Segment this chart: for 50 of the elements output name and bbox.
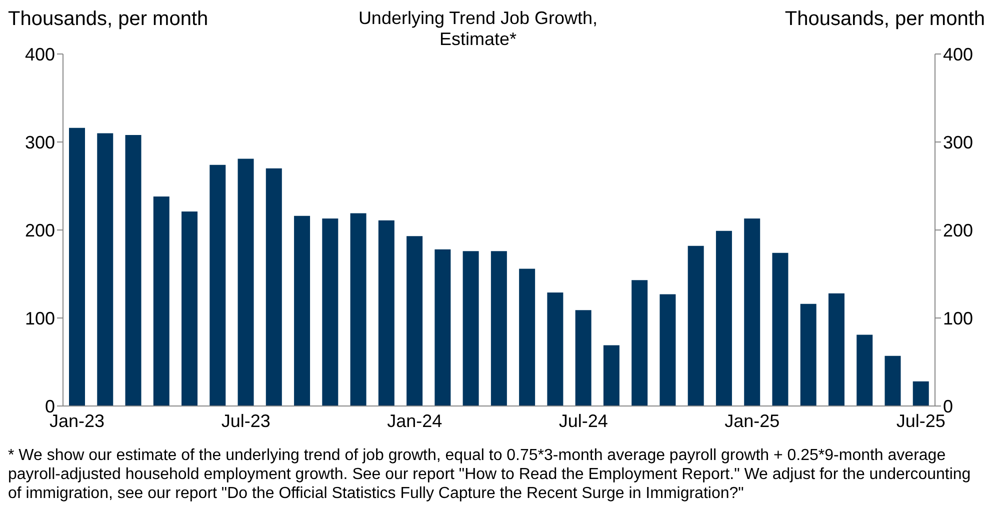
bar [490, 251, 507, 406]
bar [716, 230, 732, 406]
bar [575, 310, 592, 406]
bar [660, 294, 676, 406]
bar [912, 381, 929, 406]
bar [603, 345, 620, 406]
y2-axis-title: Thousands, per month [784, 8, 985, 31]
y-tick-label: 400 [24, 44, 55, 64]
bar [322, 218, 338, 406]
x-tick-label: Jan-25 [724, 410, 780, 431]
bar [97, 133, 114, 406]
bar [744, 218, 760, 406]
y-tick-label: 100 [24, 308, 55, 328]
bar [856, 334, 873, 406]
y-tick-label: 0 [44, 396, 55, 416]
bar [828, 293, 844, 406]
bar [434, 249, 451, 406]
x-tick-label: Jul-24 [558, 410, 608, 431]
bar [266, 168, 282, 406]
y2-tick-label: 300 [943, 132, 974, 152]
bar [294, 216, 310, 406]
text: * We show our estimate of the underlying trend of job growth, equal to 0.75*3-month average payroll growth + 0.25*9-month average payroll-adjusted household employment growth. See our report "How to Read the Employment Report." We adjust for the undercounting of immigration, see our report "Do the Official Statistics Fully Capture the Recent Surge in Immigration?" [8, 446, 972, 503]
y2-tick-label: 0 [943, 396, 954, 416]
bar [210, 164, 226, 406]
bar [238, 158, 254, 406]
chart-title: Underlying Trend Job Growth, Estimate* [357, 8, 599, 50]
bar [406, 236, 423, 406]
x-tick-label: Jan-24 [387, 410, 442, 431]
bar [772, 252, 788, 406]
y2-tick-label: 400 [943, 44, 974, 64]
y2-tick-label: 100 [943, 308, 974, 328]
bar [69, 128, 85, 406]
bar [182, 212, 198, 406]
bar [519, 268, 536, 406]
x-tick-label: Jul-23 [221, 410, 270, 431]
bar [547, 292, 564, 406]
y2-tick-label: 200 [943, 220, 974, 240]
bar [462, 251, 479, 406]
bar [350, 213, 366, 406]
bar [632, 280, 648, 406]
x-tick-label: Jul-25 [896, 410, 946, 431]
bar [125, 134, 142, 406]
y-tick-label: 200 [24, 220, 55, 240]
y-tick-label: 300 [24, 132, 55, 152]
bar [688, 246, 704, 406]
bar [153, 196, 170, 406]
y-axis-title: Thousands, per month [8, 8, 208, 31]
bar [378, 220, 394, 406]
bar [884, 356, 901, 406]
bar [800, 304, 816, 406]
